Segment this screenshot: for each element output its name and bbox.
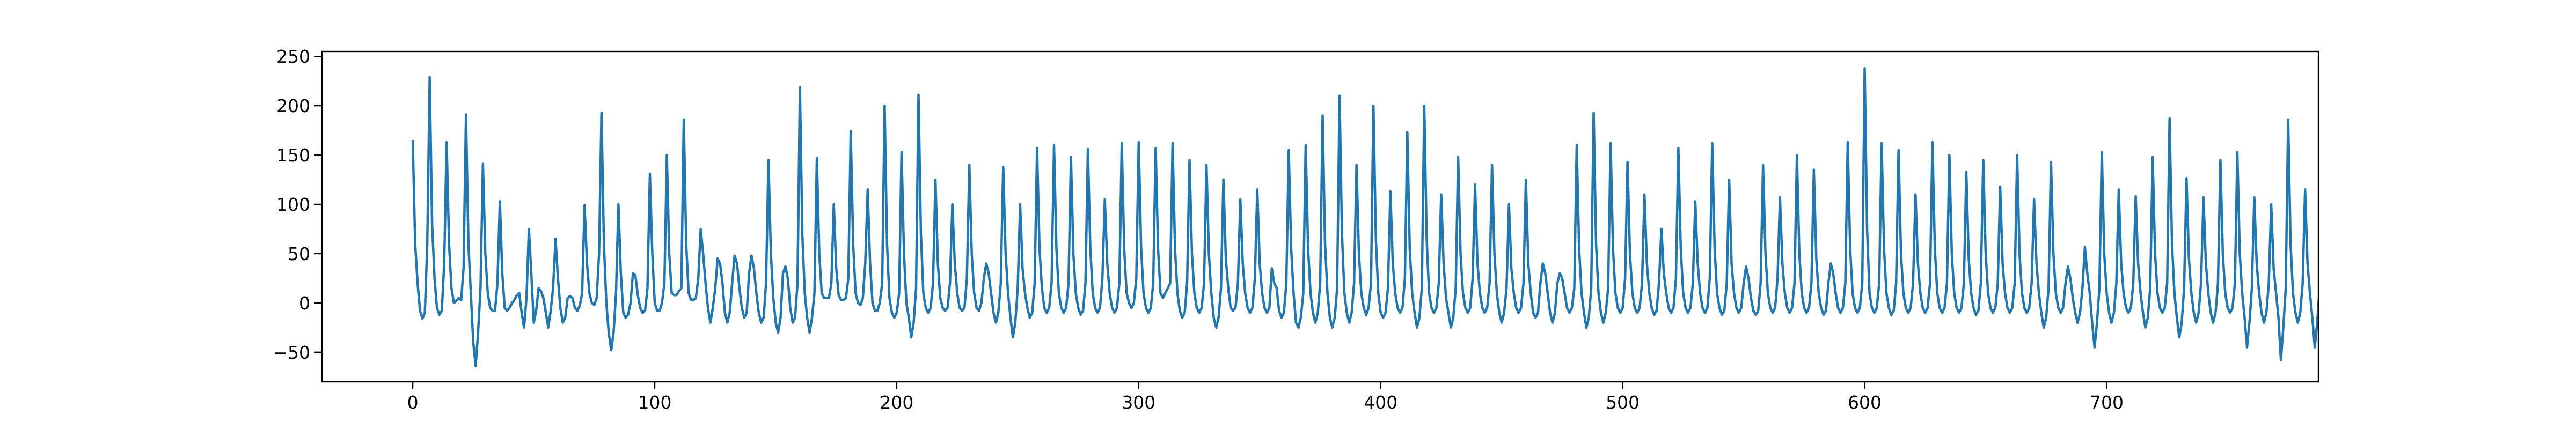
x-tick-label: 500 bbox=[1606, 392, 1640, 413]
y-tick-label: 250 bbox=[276, 46, 310, 67]
x-axis: 0 100 200 300 400 500 600 700 bbox=[407, 382, 2124, 413]
series-line-0 bbox=[411, 67, 2318, 367]
y-tick-label: 200 bbox=[276, 95, 310, 116]
x-tick-label: 300 bbox=[1122, 392, 1155, 413]
x-tick-label: 600 bbox=[1848, 392, 1882, 413]
axes-frame bbox=[321, 50, 2319, 383]
x-tick-label: 700 bbox=[2090, 392, 2124, 413]
x-tick-label: 100 bbox=[638, 392, 672, 413]
y-tick-label: 0 bbox=[299, 293, 310, 314]
plot-area bbox=[411, 67, 2318, 367]
x-tick-label: 200 bbox=[880, 392, 913, 413]
x-tick-label: 400 bbox=[1364, 392, 1397, 413]
y-tick-label: −50 bbox=[273, 342, 310, 363]
y-tick-label: 100 bbox=[276, 194, 310, 215]
y-tick-label: 150 bbox=[276, 145, 310, 166]
y-tick-label: 50 bbox=[288, 243, 310, 264]
x-tick-label: 0 bbox=[407, 392, 419, 413]
y-axis: −50 0 50 100 150 200 250 bbox=[273, 46, 322, 363]
